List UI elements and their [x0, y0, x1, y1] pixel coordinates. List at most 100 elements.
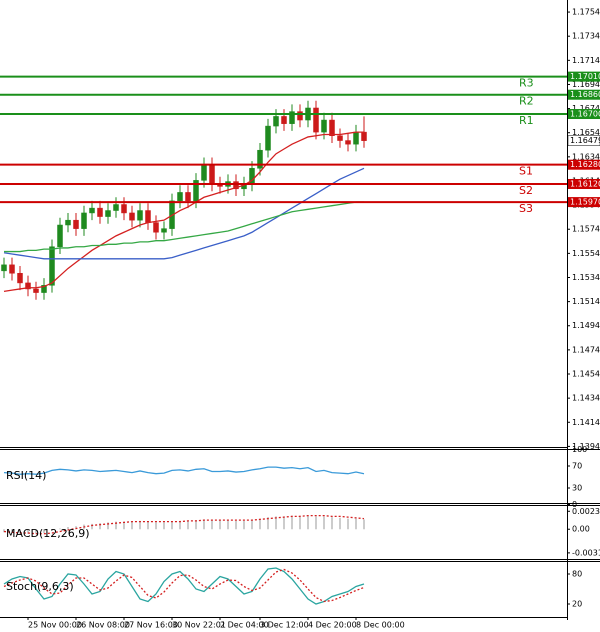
y-tick-label: 1.17545	[572, 8, 600, 17]
candle-body	[361, 131, 367, 141]
candle-body	[177, 192, 183, 202]
y-tick-label: 1.14545	[572, 370, 600, 379]
y-tick-label: 1.13945	[572, 442, 600, 451]
x-tick-label: 30 Nov 22:01	[172, 621, 226, 630]
y-tick-label: 100	[572, 445, 587, 454]
y-tick-label: 30	[572, 484, 582, 493]
level-name: S1	[519, 165, 533, 178]
candle-body	[337, 135, 343, 141]
candle-body	[209, 164, 215, 185]
indicator-line	[3, 131, 364, 293]
last-price-badge	[567, 135, 600, 146]
candle-body	[81, 212, 87, 229]
level-badge	[568, 197, 600, 208]
level-name: S3	[519, 202, 533, 215]
y-tick-label: 1.14145	[572, 418, 600, 427]
candle-body	[345, 140, 351, 145]
y-tick-label: 1.15745	[572, 225, 600, 234]
level-badge-label: 1.16120	[570, 179, 600, 188]
candle-body	[201, 164, 207, 181]
y-tick-label: 80	[572, 570, 582, 579]
indicator-label: RSI(14)	[6, 469, 46, 482]
level-name: S2	[519, 184, 533, 197]
candle-body	[185, 192, 191, 202]
indicator-line	[3, 568, 365, 603]
y-tick-label: 20	[572, 600, 582, 609]
y-tick-label: 1.16345	[572, 152, 600, 161]
level-name: R3	[519, 77, 534, 90]
x-tick-label: 27 Nov 16:00	[124, 621, 178, 630]
level-badge	[568, 109, 600, 120]
level-name: R2	[519, 95, 534, 108]
indicator-line	[4, 201, 364, 253]
candle-body	[73, 219, 79, 229]
level-badge-label: 1.15970	[570, 198, 600, 207]
candle-body	[33, 288, 39, 293]
y-tick-label: 1.14345	[572, 394, 600, 403]
y-tick-label: 1.15145	[572, 297, 600, 306]
candle-body	[57, 224, 63, 247]
candle-body	[289, 111, 295, 124]
candle-body	[145, 210, 151, 223]
y-tick-label: 0.002371	[572, 507, 600, 516]
level-badge-label: 1.16700	[570, 110, 600, 119]
indicator-line	[3, 514, 365, 535]
level-badge	[568, 159, 600, 170]
x-tick-label: 26 Nov 08:00	[76, 621, 130, 630]
candle-body	[321, 119, 327, 133]
candle-body	[273, 116, 279, 127]
candle-body	[233, 181, 239, 190]
level-badge	[568, 71, 600, 82]
indicator-line	[3, 466, 365, 475]
candle-body	[257, 149, 263, 169]
candle-body	[297, 111, 303, 121]
level-name: R1	[519, 114, 534, 127]
candle-body	[193, 180, 199, 202]
candle-body	[65, 219, 71, 226]
last-price-label: 1.16479	[570, 136, 600, 145]
candle-body	[49, 246, 55, 286]
level-badge	[568, 178, 600, 189]
candle-body	[129, 212, 135, 221]
level-badge-label: 1.17010	[570, 72, 600, 81]
y-tick-label: 1.17345	[572, 32, 600, 41]
y-tick-label: 0	[572, 500, 577, 509]
candle-body	[353, 131, 359, 145]
x-tick-label: 2 Dec 04:00	[220, 621, 269, 630]
candle-body	[137, 210, 143, 221]
y-tick-label: 1.16745	[572, 104, 600, 113]
y-tick-label: 1.15345	[572, 273, 600, 282]
x-tick-label: 3 Dec 12:00	[260, 621, 309, 630]
indicator-label: MACD(12,26,9)	[6, 527, 90, 540]
candle-body	[25, 282, 31, 290]
x-tick-label: 25 Nov 00:00	[28, 621, 82, 630]
indicator-line	[3, 567, 365, 605]
y-tick-label: 1.17145	[572, 56, 600, 65]
level-badge	[568, 89, 600, 100]
candle-body	[121, 204, 127, 214]
y-tick-label: -0.003124	[572, 548, 600, 557]
candle-body	[89, 207, 95, 214]
candle-body	[313, 107, 319, 133]
candle-body	[17, 273, 23, 284]
candle-body	[105, 210, 111, 217]
y-tick-label: 1.16545	[572, 128, 600, 137]
candle-body	[265, 125, 271, 151]
candle-body	[113, 204, 119, 211]
y-tick-label: 0.00	[572, 525, 590, 534]
candle-body	[153, 222, 159, 233]
y-tick-label: 1.15545	[572, 249, 600, 258]
candle-body	[281, 116, 287, 124]
x-tick-label: 4 Dec 20:00	[308, 621, 357, 630]
y-tick-label: 1.16945	[572, 80, 600, 89]
y-tick-label: 1.14945	[572, 321, 600, 330]
x-tick-label: 8 Dec 00:00	[356, 621, 405, 630]
indicator-line	[3, 167, 365, 260]
candle-body	[9, 264, 15, 274]
candle-body	[1, 264, 7, 272]
level-badge-label: 1.16280	[570, 160, 600, 169]
indicator-label: Stoch(9,6,3)	[6, 580, 74, 593]
candle-body	[161, 228, 167, 233]
candle-body	[41, 285, 47, 293]
